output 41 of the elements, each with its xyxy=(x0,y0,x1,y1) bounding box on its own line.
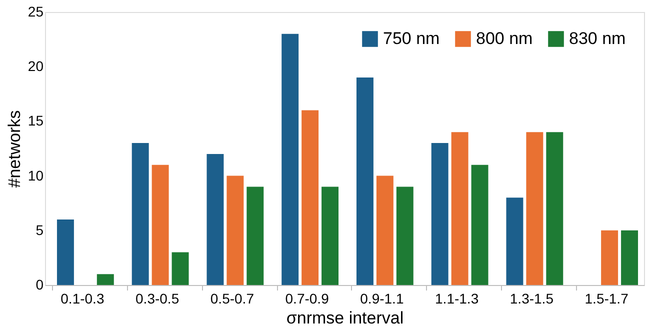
x-tick-label: 0.9-1.1 xyxy=(360,290,404,306)
bar xyxy=(506,198,524,285)
y-axis-title: #networks xyxy=(4,110,24,188)
bar xyxy=(546,132,564,285)
bar xyxy=(282,34,299,285)
y-tick-label: 10 xyxy=(28,167,44,184)
y-tick-label: 25 xyxy=(28,4,44,20)
x-axis-title: σnrmse interval xyxy=(286,308,404,328)
bar xyxy=(302,110,319,285)
bar xyxy=(356,78,374,285)
x-tick-label: 1.3-1.5 xyxy=(510,290,554,306)
bar xyxy=(431,143,448,285)
bar xyxy=(526,132,544,285)
legend-label: 800 nm xyxy=(476,29,533,48)
x-tick-label: 1.1-1.3 xyxy=(435,290,479,306)
bar xyxy=(322,186,339,285)
legend-label: 750 nm xyxy=(383,29,440,48)
y-tick-label: 20 xyxy=(28,58,44,74)
legend-label: 830 nm xyxy=(569,29,626,48)
x-tick-label: 0.5-0.7 xyxy=(210,290,254,306)
x-tick-label: 1.5-1.7 xyxy=(584,290,629,306)
bar xyxy=(396,186,414,285)
bar xyxy=(172,252,189,285)
bar xyxy=(451,132,468,285)
x-tick-label: 0.1-0.3 xyxy=(60,290,104,306)
bar xyxy=(226,176,244,285)
bar xyxy=(601,230,618,285)
bar xyxy=(621,230,638,285)
bar xyxy=(206,154,224,285)
bar xyxy=(56,219,74,285)
y-tick-label: 15 xyxy=(28,112,44,129)
bar xyxy=(96,274,114,285)
x-tick-label: 0.3-0.5 xyxy=(136,290,180,306)
y-tick-label: 5 xyxy=(36,222,44,238)
bar xyxy=(152,164,169,285)
bar xyxy=(376,176,394,285)
bar xyxy=(246,186,264,285)
bar xyxy=(132,143,149,285)
y-tick-label: 0 xyxy=(36,276,44,292)
bar xyxy=(471,164,488,285)
x-tick-label: 0.7-0.9 xyxy=(285,290,330,306)
